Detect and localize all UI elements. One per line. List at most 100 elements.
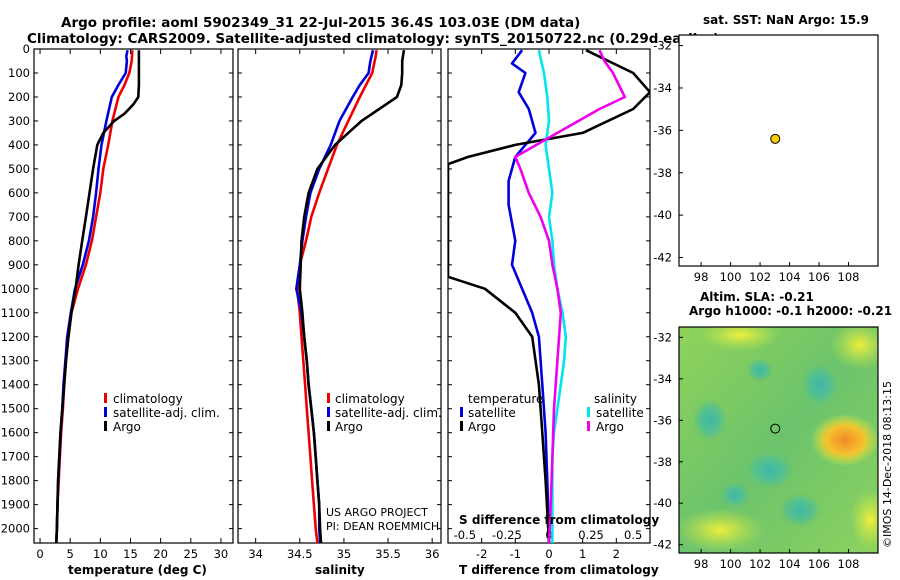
altimetry-cool-1	[800, 361, 840, 409]
title-line-2: Climatology: CARS2009. Satellite-adjuste…	[27, 31, 719, 47]
series-temperature-satellite	[507, 49, 551, 543]
series-satellite-adj-clim-	[55, 49, 129, 543]
map-y-tick-label: -32	[653, 39, 672, 53]
title-line-1: Argo profile: aoml 5902349_31 22-Jul-201…	[61, 15, 580, 31]
depth-tick-label: 400	[8, 138, 30, 152]
x-tick-label: 36	[425, 547, 440, 561]
map-y-tick-label: -36	[653, 413, 672, 427]
map-x-tick-label: 100	[720, 270, 742, 284]
diff-legend-sal-argo: Argo	[596, 420, 624, 434]
temperature-panel	[33, 48, 234, 544]
map-y-tick-label: -36	[653, 123, 672, 137]
diff-legend-sal-swatch-satellite	[587, 407, 590, 417]
map-y-tick-label: -34	[653, 372, 672, 386]
altimetry-map-frame	[678, 326, 879, 554]
sal-legend-label-satellite: satellite-adj. clim.	[335, 406, 442, 420]
altimetry-title-1: Altim. SLA: -0.21	[700, 290, 814, 304]
depth-tick-label: 2000	[1, 522, 30, 536]
difference-xlabel: T difference from climatology	[459, 563, 659, 577]
depth-tick-label: 300	[8, 114, 30, 128]
depth-tick-label: 900	[8, 258, 30, 272]
sst-map-axes: 98 100 102 104 106 108 -32 -34 -36 -38 -40 -42	[653, 39, 859, 284]
series-temperature-argo	[448, 49, 650, 543]
altimetry-cool-5	[719, 481, 751, 509]
map-y-tick-label: -38	[653, 166, 672, 180]
altimetry-yellow-sw	[679, 508, 765, 552]
diff-legend-temp-argo: Argo	[468, 420, 496, 434]
x-tick-label: 1	[579, 547, 586, 561]
sal-legend-swatch-climatology	[327, 393, 330, 403]
difference-x-axis: -2 -1 0 1 2	[476, 49, 620, 561]
sal-legend-label-climatology: climatology	[335, 392, 405, 406]
sst-map-points	[770, 133, 781, 144]
x-tick-label: 15	[123, 547, 138, 561]
depth-tick-label: 1200	[1, 330, 30, 344]
x-tick-label: 34	[248, 547, 263, 561]
difference-lines	[448, 49, 650, 543]
sal-legend-label-argo: Argo	[335, 420, 363, 434]
depth-tick-label: 0	[23, 42, 30, 56]
x-tick-label: 20	[153, 547, 168, 561]
series-satellite-adj-clim-	[294, 49, 375, 543]
altimetry-cool-4	[692, 398, 728, 442]
x-tick-label: 25	[183, 547, 198, 561]
map-y-tick-label: -32	[653, 330, 672, 344]
altimetry-cool-2	[744, 450, 796, 490]
depth-tick-label: 1500	[1, 402, 30, 416]
map-x-tick-label: 102	[749, 270, 771, 284]
map-x-tick-label: 98	[694, 557, 709, 571]
altimetry-yellow-north	[700, 327, 780, 351]
diff-legend-temp-satellite: satellite	[468, 406, 516, 420]
map-y-tick-label: -34	[653, 81, 672, 95]
temperature-xlabel: temperature (deg C)	[68, 563, 207, 577]
map-x-tick-label: 102	[749, 557, 771, 571]
map-x-tick-label: 106	[808, 557, 830, 571]
salinity-x-axis: 34 34.5 35 35.5 36	[248, 49, 439, 561]
x-tick-label: 0	[545, 547, 552, 561]
depth-tick-label: 1600	[1, 426, 30, 440]
map-x-tick-label: 108	[838, 270, 860, 284]
map-x-tick-label: 98	[694, 270, 709, 284]
x-tick-label: 35	[337, 547, 352, 561]
depth-tick-label: 100	[8, 66, 30, 80]
series-salinity-argo	[513, 49, 627, 543]
series-climatology	[295, 50, 378, 543]
altimetry-yellow-se	[850, 490, 878, 550]
difference-legend-salinity: salinity satellite Argo	[587, 392, 644, 434]
depth-tick-label: 1000	[1, 282, 30, 296]
salinity-frame	[237, 48, 442, 544]
s-tick-label: -0.25	[492, 528, 522, 542]
temperature-lines	[55, 49, 141, 543]
sal-legend-swatch-satellite	[327, 407, 330, 417]
diff-legend-sal-title: salinity	[594, 392, 637, 406]
sal-legend-swatch-argo	[327, 421, 330, 431]
difference-xlabel-top: S difference from climatology	[459, 513, 659, 527]
x-tick-label: 0	[36, 547, 43, 561]
x-tick-label: 10	[93, 547, 108, 561]
depth-tick-label: 1300	[1, 354, 30, 368]
x-tick-label: 34.5	[287, 547, 313, 561]
pi-note: PI: DEAN ROEMMICH	[326, 520, 439, 533]
depth-axis: 0 100 200 300 400 500 600 700 800 900 1000 1100 1200…	[1, 42, 650, 536]
map-x-tick-label: 104	[779, 270, 801, 284]
legend-label-satellite: satellite-adj. clim.	[113, 406, 220, 420]
float-position-marker	[770, 133, 781, 144]
project-note: US ARGO PROJECT	[326, 506, 428, 519]
series-argo	[55, 50, 141, 543]
salinity-panel	[237, 48, 442, 544]
salinity-legend: climatology satellite-adj. clim. Argo	[327, 392, 442, 434]
diff-legend-sal-swatch-argo	[587, 421, 590, 431]
temperature-legend: climatology satellite-adj. clim. Argo	[104, 392, 220, 434]
s-tick-label: -0.5	[454, 528, 476, 542]
altimetry-field	[679, 327, 878, 553]
depth-tick-label: 700	[8, 210, 30, 224]
map-y-tick-label: -42	[653, 538, 672, 552]
x-tick-label: 2	[613, 547, 620, 561]
legend-swatch-climatology	[104, 393, 107, 403]
diff-legend-temp-swatch-satellite	[460, 407, 463, 417]
altimetry-map-points	[770, 423, 781, 434]
depth-tick-label: 1900	[1, 498, 30, 512]
x-tick-label: 30	[214, 547, 229, 561]
depth-tick-label: 1800	[1, 474, 30, 488]
